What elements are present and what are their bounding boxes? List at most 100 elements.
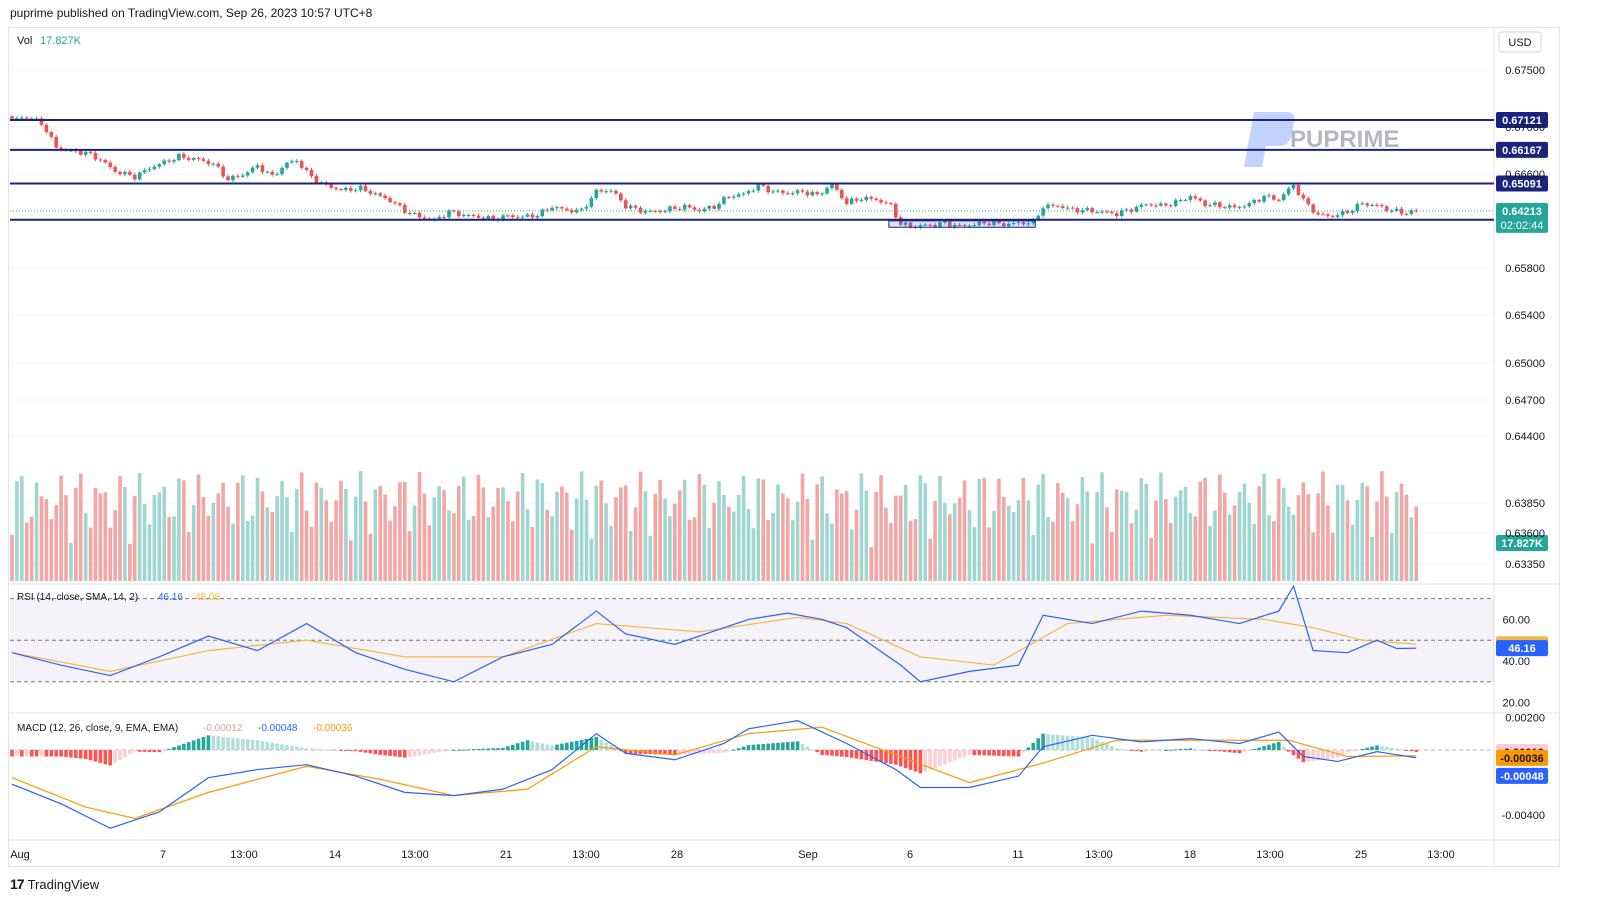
candle-body xyxy=(270,171,275,175)
rsi-tick-label: 60.00 xyxy=(1502,614,1530,626)
candle-body xyxy=(226,176,230,181)
candle-body xyxy=(147,169,152,171)
macd-histogram-bar xyxy=(687,750,692,755)
candle-body xyxy=(712,206,716,209)
candle-body xyxy=(992,221,996,225)
macd-histogram-bar xyxy=(604,742,608,750)
candle-body xyxy=(717,203,721,209)
macd-histogram-bar xyxy=(501,747,505,750)
candle-body xyxy=(1306,198,1311,205)
candle-body xyxy=(1006,223,1011,227)
volume-bar xyxy=(294,488,299,581)
volume-bar xyxy=(908,520,913,581)
currency-box xyxy=(1498,31,1542,53)
volume-bar xyxy=(628,530,633,581)
candle-body xyxy=(348,187,353,191)
candle-body xyxy=(1193,196,1198,199)
price-tick-label: 0.64400 xyxy=(1505,431,1545,443)
candle-body xyxy=(707,206,712,209)
volume-bar xyxy=(15,481,19,581)
macd-histogram-bar xyxy=(403,750,407,758)
tradingview-footer[interactable]: 17 TradingView xyxy=(10,876,99,892)
macd-histogram-bar xyxy=(1041,733,1045,750)
candle-body xyxy=(1340,210,1345,216)
candle-body xyxy=(948,221,952,227)
volume-bar xyxy=(1414,506,1419,581)
candle-body xyxy=(196,158,201,160)
volume-bar xyxy=(619,487,623,581)
candle-body xyxy=(285,162,289,168)
macd-histogram-bar xyxy=(1380,746,1384,750)
macd-histogram-bar xyxy=(1016,750,1021,757)
candle-body xyxy=(530,214,535,218)
candle-body xyxy=(128,171,132,175)
macd-histogram-bar xyxy=(417,750,422,756)
macd-histogram-bar xyxy=(1114,748,1119,750)
horizontal-levels[interactable]: 0.671210.661670.650910.639300.6421302:02… xyxy=(10,112,1548,551)
macd-legend-signal: -0.00036 xyxy=(313,723,353,734)
macd-histogram-bar xyxy=(535,742,540,750)
macd-histogram-bar xyxy=(231,737,235,750)
macd-histogram-bar xyxy=(123,750,127,758)
candle-body xyxy=(1119,210,1124,217)
volume-bar xyxy=(186,532,191,581)
candle-body xyxy=(1267,195,1271,197)
volume-bar xyxy=(903,484,908,581)
macd-histogram-bar xyxy=(1100,741,1104,750)
macd-histogram-bar xyxy=(1110,746,1114,750)
volume-bars xyxy=(10,471,1419,581)
macd-histogram-bar xyxy=(569,741,574,750)
rsi-tag: 46.16 xyxy=(1496,640,1548,657)
volume-bar xyxy=(172,516,176,581)
volume-bar xyxy=(643,491,648,581)
macd-histogram-bar xyxy=(1242,750,1247,752)
macd-histogram-bar xyxy=(1355,750,1360,751)
candle-body xyxy=(1242,206,1247,208)
candle-body xyxy=(1178,200,1183,202)
volume-bar xyxy=(722,495,726,581)
consolidation-box[interactable] xyxy=(888,220,1036,228)
volume-bar xyxy=(1203,477,1207,581)
candle-body xyxy=(54,136,58,148)
candle-body xyxy=(1222,207,1227,209)
volume-bar xyxy=(717,481,721,581)
candle-body xyxy=(663,211,667,213)
candle-body xyxy=(589,198,594,207)
macd-histogram-bar xyxy=(746,745,751,750)
macd-histogram-bar xyxy=(1056,734,1060,750)
candle-body xyxy=(1085,208,1090,211)
volume-bar xyxy=(211,502,216,581)
volume-bar xyxy=(1002,496,1006,581)
volume-bar xyxy=(731,511,736,581)
candle-body xyxy=(746,191,751,194)
candle-body xyxy=(44,124,49,133)
macd-histogram-bar xyxy=(1188,748,1193,750)
macd-histogram-bar xyxy=(1105,744,1109,750)
candle-body xyxy=(614,190,618,194)
volume-bar xyxy=(677,490,682,581)
rsi-line xyxy=(11,584,1417,683)
candle-body xyxy=(609,190,613,192)
level-price-tag: 0.67121 xyxy=(1496,112,1548,129)
volume-bar xyxy=(1070,521,1075,581)
macd-histogram-bar xyxy=(943,750,947,765)
volume-bar xyxy=(535,479,540,581)
volume-bar xyxy=(1247,502,1252,581)
price-tick-label: 0.63350 xyxy=(1505,559,1545,571)
macd-histogram-bar xyxy=(437,750,441,753)
macd-histogram-bar xyxy=(530,741,535,750)
candle-body xyxy=(132,174,137,180)
volume-bar xyxy=(1183,486,1188,581)
candle-body xyxy=(628,205,633,209)
macd-histogram-bar xyxy=(874,750,878,762)
rsi-legend-sma: 48.08 xyxy=(195,592,220,603)
candle-body xyxy=(1095,212,1099,214)
candle-body xyxy=(211,163,216,165)
candle-body xyxy=(555,207,559,209)
macd-histogram-bar xyxy=(481,748,486,750)
currency-selector[interactable]: USD xyxy=(1498,31,1542,53)
macd-histogram-bar xyxy=(1267,744,1271,750)
candle-body xyxy=(265,171,270,173)
macd-histogram-bar xyxy=(736,748,741,750)
